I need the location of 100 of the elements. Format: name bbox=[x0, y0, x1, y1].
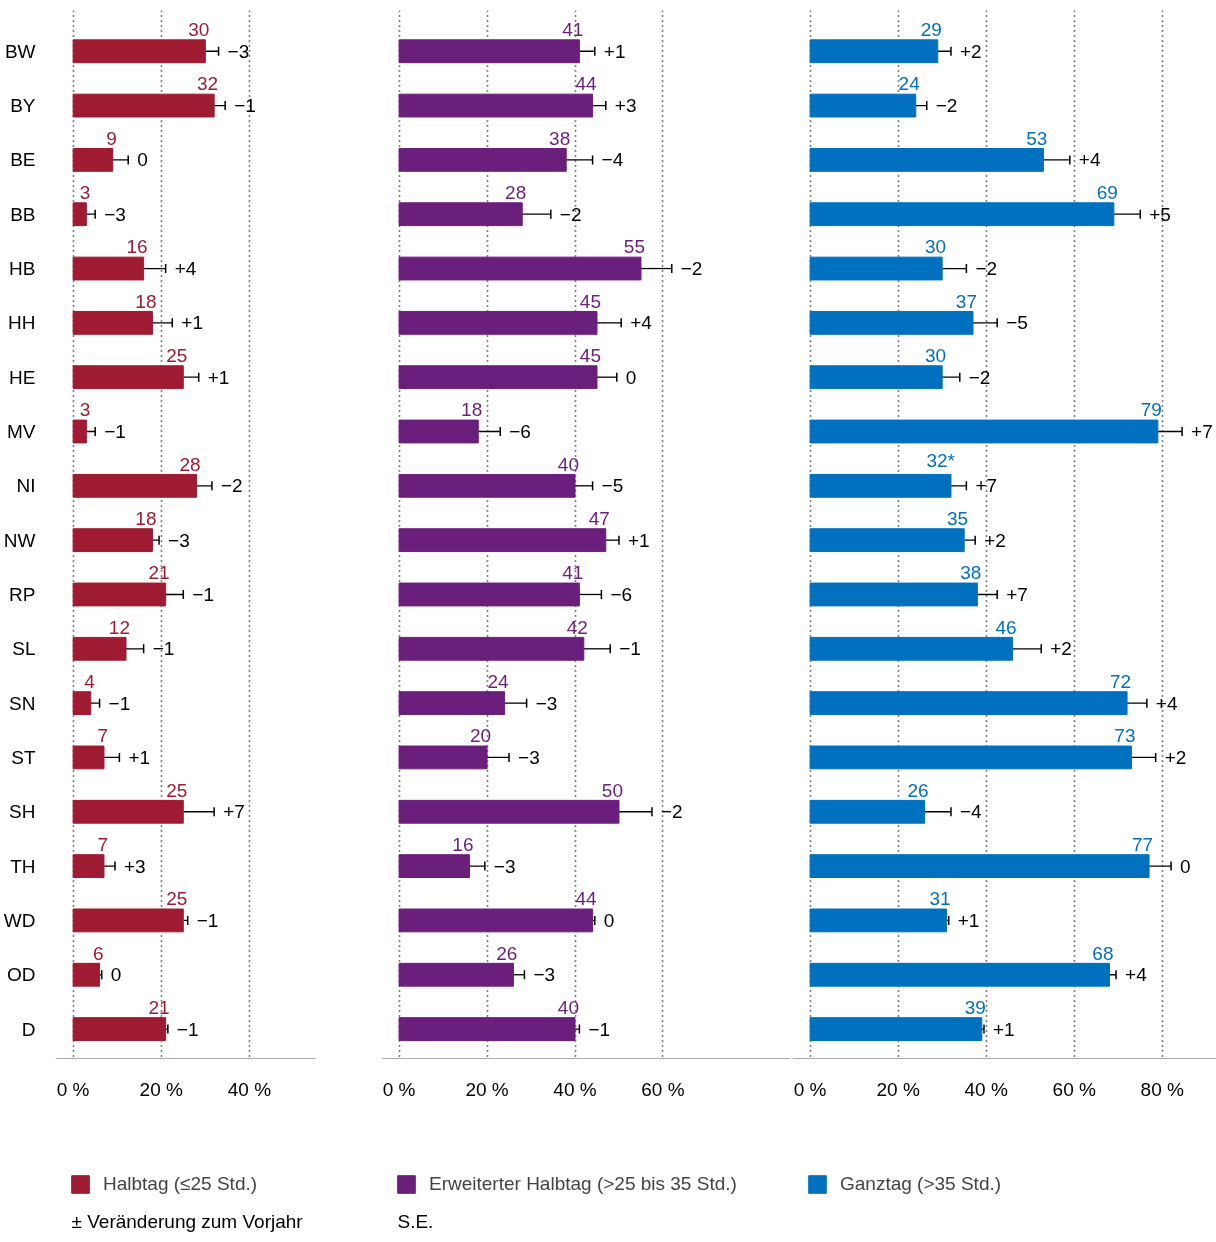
data-label: 45 bbox=[579, 344, 601, 366]
data-label: 31 bbox=[929, 888, 951, 910]
data-label: 3 bbox=[79, 182, 91, 203]
data-label: 29 bbox=[920, 19, 942, 41]
annotation: +7 bbox=[223, 801, 245, 823]
annotation: +2 bbox=[1164, 746, 1187, 768]
y-tick-label: TH bbox=[10, 855, 36, 877]
bar bbox=[398, 473, 576, 498]
bar bbox=[398, 528, 607, 553]
bar bbox=[72, 528, 153, 553]
data-label: 37 bbox=[955, 290, 977, 312]
bar bbox=[398, 256, 642, 281]
annotation: −3 bbox=[493, 855, 516, 877]
bar bbox=[809, 256, 943, 281]
data-label: 25 bbox=[166, 344, 188, 366]
bar bbox=[809, 1017, 983, 1041]
text: ± Veränderung zum Vorjahr bbox=[71, 1211, 304, 1232]
x-tick-label: 0 % bbox=[382, 1078, 416, 1100]
bar bbox=[398, 419, 479, 444]
annotation: +3 bbox=[123, 855, 146, 877]
annotation: +1 bbox=[627, 529, 650, 551]
data-label: 28 bbox=[179, 453, 201, 475]
data-label: 35 bbox=[947, 507, 969, 529]
data-label: 45 bbox=[579, 290, 601, 312]
bar bbox=[72, 202, 87, 227]
bar bbox=[809, 962, 1110, 987]
data-label: 50 bbox=[601, 779, 623, 801]
bar bbox=[72, 745, 105, 770]
annotation: −1 bbox=[234, 95, 256, 117]
annotation: +1 bbox=[181, 312, 203, 334]
annotation: −3 bbox=[518, 746, 540, 768]
annotation: −1 bbox=[152, 638, 175, 660]
x-tick-label: 0 % bbox=[56, 1078, 90, 1100]
y-tick-label: WD bbox=[3, 909, 36, 931]
data-label: 38 bbox=[960, 562, 982, 584]
data-label: 25 bbox=[166, 779, 188, 801]
data-label: 77 bbox=[1131, 833, 1154, 855]
data-label: 18 bbox=[135, 507, 157, 529]
data-label: 38 bbox=[549, 127, 571, 149]
data-label: 68 bbox=[1092, 942, 1114, 964]
annotation: −2 bbox=[968, 366, 991, 388]
data-label: 26 bbox=[907, 779, 929, 801]
annotation: −1 bbox=[108, 692, 131, 714]
bar bbox=[72, 39, 206, 64]
annotation: +7 bbox=[975, 475, 998, 497]
data-label: 26 bbox=[496, 942, 518, 964]
data-label: 16 bbox=[452, 833, 474, 855]
bar bbox=[809, 365, 943, 390]
annotation: −2 bbox=[935, 95, 958, 117]
y-tick-label: BB bbox=[10, 203, 36, 225]
y-tick-label: OD bbox=[7, 964, 36, 986]
data-label: 40 bbox=[557, 996, 580, 1018]
x-tick-label: 60 % bbox=[1052, 1078, 1096, 1100]
bar bbox=[398, 908, 594, 933]
annotation: +3 bbox=[614, 95, 637, 117]
y-tick-label: BW bbox=[4, 40, 36, 62]
annotation: −2 bbox=[680, 258, 703, 280]
bar bbox=[809, 691, 1128, 716]
bar bbox=[809, 39, 939, 64]
bar bbox=[398, 147, 567, 172]
annotation: −1 bbox=[588, 1018, 611, 1040]
data-label: 32 bbox=[197, 73, 219, 95]
text: S.E. bbox=[397, 1211, 434, 1232]
data-label: 79 bbox=[1140, 399, 1162, 421]
data-label: 21 bbox=[148, 562, 170, 584]
bar bbox=[809, 93, 917, 118]
data-label: 41 bbox=[562, 562, 584, 584]
y-tick-label: SH bbox=[9, 801, 36, 823]
annotation: −5 bbox=[1006, 312, 1028, 334]
x-tick-label: 40 % bbox=[227, 1078, 272, 1100]
bar bbox=[398, 39, 580, 64]
annotation: +1 bbox=[207, 366, 230, 388]
annotation: +7 bbox=[1191, 421, 1213, 443]
annotation: −1 bbox=[619, 638, 641, 660]
annotation: +4 bbox=[630, 312, 653, 334]
annotation: −3 bbox=[535, 692, 558, 714]
annotation: −1 bbox=[196, 909, 219, 931]
data-label: 69 bbox=[1096, 182, 1118, 203]
annotation: +4 bbox=[1078, 149, 1101, 171]
x-tick-label: 20 % bbox=[465, 1078, 509, 1100]
annotation: +4 bbox=[174, 258, 197, 280]
annotation: −2 bbox=[975, 258, 998, 280]
data-label: 44 bbox=[575, 73, 598, 95]
bar bbox=[72, 962, 101, 987]
bar bbox=[72, 310, 153, 335]
annotation: −2 bbox=[220, 475, 243, 497]
annotation: +1 bbox=[957, 909, 980, 931]
y-tick-label: BY bbox=[10, 95, 36, 117]
bar bbox=[398, 854, 470, 879]
x-tick-label: 40 % bbox=[964, 1078, 1008, 1100]
annotation: −2 bbox=[660, 801, 683, 823]
data-label: 20 bbox=[469, 725, 492, 747]
y-tick-label: NI bbox=[16, 475, 36, 497]
annotation: +1 bbox=[128, 746, 151, 768]
annotation: 0 bbox=[137, 149, 148, 171]
data-label: 4 bbox=[84, 670, 96, 692]
y-tick-label: HE bbox=[9, 366, 36, 388]
annotation: −5 bbox=[601, 475, 624, 497]
bar bbox=[809, 202, 1115, 227]
bar bbox=[72, 256, 145, 281]
